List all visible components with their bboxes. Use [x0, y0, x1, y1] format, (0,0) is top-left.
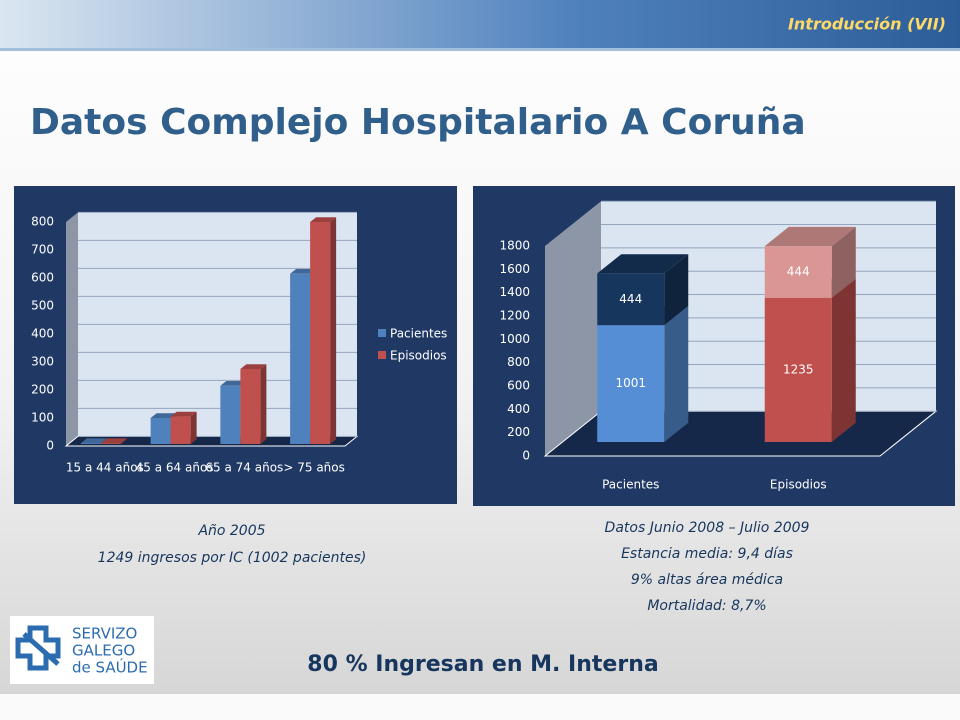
y-tick-label: 400	[31, 327, 54, 341]
y-tick-label: 100	[31, 411, 54, 425]
bar	[170, 416, 191, 444]
header-label: Introducción (VII)	[788, 15, 946, 34]
y-tick-label: 800	[507, 355, 530, 369]
y-tick-label: 300	[31, 355, 54, 369]
caption: Datos Junio 2008 – Julio 2009	[605, 520, 810, 536]
side-wall	[66, 212, 78, 446]
logo-icon	[15, 625, 61, 671]
legend-label: Episodios	[390, 349, 447, 363]
bar-top	[597, 254, 689, 274]
bar	[764, 297, 832, 442]
y-tick-label: 500	[31, 299, 54, 313]
y-tick-label: 1200	[499, 309, 530, 323]
bar	[240, 369, 261, 444]
x-tick-label: Episodios	[770, 478, 827, 492]
bar-side	[664, 306, 689, 442]
bar-side	[831, 278, 856, 442]
bar	[764, 246, 832, 298]
bar-top	[240, 364, 267, 369]
bar	[290, 273, 311, 444]
y-tick-label: 600	[507, 379, 530, 393]
bar	[310, 222, 331, 444]
bar-side	[260, 364, 267, 444]
y-tick-label: 1000	[499, 332, 530, 346]
bar-top	[220, 381, 247, 386]
bar	[220, 385, 241, 444]
bar-top	[100, 438, 127, 444]
caption: 1249 ingresos por IC (1002 pacientes)	[98, 550, 367, 566]
y-tick-label: 400	[507, 402, 530, 416]
caption: Estancia media: 9,4 días	[621, 546, 793, 562]
y-tick-label: 0	[46, 439, 54, 453]
x-tick-label: 65 a 74 años	[205, 461, 283, 475]
bar-side	[664, 254, 689, 326]
logo-text: SERVIZO	[72, 625, 137, 643]
bar-side	[831, 226, 856, 298]
bottom-band	[0, 694, 960, 720]
y-tick-label: 600	[31, 271, 54, 285]
bar-side	[120, 438, 127, 444]
legend-label: Pacientes	[390, 327, 447, 341]
y-tick-label: 800	[31, 215, 54, 229]
legend-swatch	[378, 351, 386, 359]
x-tick-label: > 75 años	[283, 461, 345, 475]
logo-text: de SAÚDE	[72, 658, 148, 677]
bar	[597, 273, 665, 326]
y-tick-label: 1400	[499, 285, 530, 299]
caption: Mortalidad: 8,7%	[647, 598, 766, 614]
bar	[150, 418, 171, 444]
slide-title: Datos Complejo Hospitalario A Coruña	[30, 102, 806, 143]
y-tick-label: 0	[522, 449, 530, 463]
header-rule	[0, 48, 960, 51]
caption: 9% altas área médica	[631, 572, 783, 588]
y-tick-label: 1600	[499, 262, 530, 276]
y-tick-label: 200	[31, 383, 54, 397]
x-tick-label: Pacientes	[602, 478, 659, 492]
bar-top	[150, 413, 177, 418]
y-tick-label: 200	[507, 425, 530, 439]
data-label: 1001	[615, 376, 646, 390]
bar	[100, 443, 121, 444]
bar-top	[80, 438, 107, 444]
caption: Año 2005	[197, 523, 265, 539]
side-wall	[545, 201, 601, 456]
data-label: 1235	[783, 362, 814, 376]
bar-side	[330, 217, 337, 444]
bar-top	[764, 226, 856, 247]
data-label: 444	[787, 265, 810, 279]
legend-swatch	[378, 329, 386, 337]
x-tick-label: 45 a 64 años	[136, 461, 214, 475]
data-label: 444	[619, 292, 642, 306]
logo-text: GALEGO	[72, 642, 135, 660]
footer-text: 80 % Ingresan en M. Interna	[307, 652, 658, 677]
y-tick-label: 1800	[499, 239, 530, 253]
bar	[80, 443, 101, 444]
bar	[597, 325, 665, 442]
bar-top	[290, 269, 317, 274]
header-bar	[0, 0, 960, 48]
bar-top	[170, 411, 197, 417]
y-tick-label: 700	[31, 243, 54, 257]
bar-top	[310, 217, 337, 222]
x-tick-label: 15 a 44 años	[66, 461, 144, 475]
bar-side	[190, 411, 197, 444]
